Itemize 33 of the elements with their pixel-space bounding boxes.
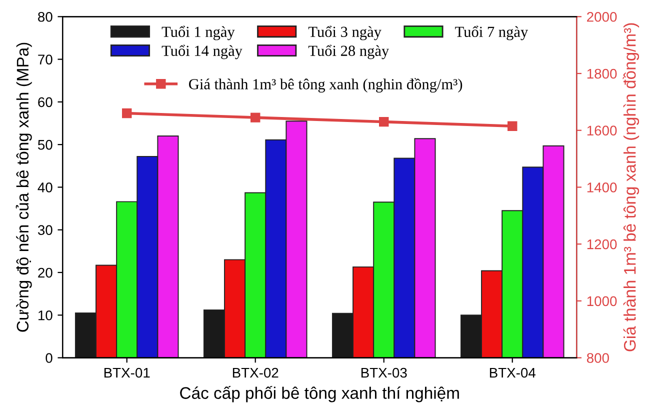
point: [508, 121, 518, 131]
y-tick-label: 80: [38, 12, 52, 22]
y2-tick-label: 1600: [587, 126, 617, 136]
y-tick-label: 20: [38, 268, 52, 278]
legend-label: Tuổi 7 ngày: [455, 26, 528, 40]
y2-tick-label: 800: [586, 353, 609, 363]
point: [122, 108, 132, 118]
legend-label: Tuổi 14 ngày: [162, 44, 242, 60]
legend-label: Giá thành 1m³ bê tông xanh (nghin đồng/m³): [189, 78, 462, 93]
y-tick-label: 10: [38, 310, 52, 320]
x-tick-label: BTX-03: [361, 368, 407, 378]
y2-tick-label: 1200: [587, 239, 617, 250]
y2-tick-label: 2000: [587, 12, 617, 22]
y2-tick-label: 1800: [587, 68, 617, 79]
x-tick-label: BTX-01: [104, 368, 150, 378]
x-tick-label: BTX-04: [490, 368, 536, 378]
y-tick-label: 50: [38, 140, 52, 150]
x-tick-label: BTX-02: [232, 368, 278, 378]
point: [250, 112, 260, 122]
legend-label: Tuổi 3 ngày: [308, 26, 382, 40]
legend-label: Tuổi 28 ngày: [308, 44, 390, 60]
y-tick-label: 70: [38, 54, 52, 64]
y2-axis-title: Giá thành 1m³ bê tông xanh (nghìn đồng/m³): [622, 23, 640, 352]
y2-tick-label: 1000: [587, 296, 617, 306]
y-axis-title: Cường độ nén của bê tông xanh (MPa): [16, 42, 32, 332]
y-tick-label: 0: [46, 353, 52, 363]
point: [379, 116, 389, 127]
y2-tick-label: 1400: [587, 182, 617, 192]
legend-label: Tuổi 1 ngày: [162, 26, 235, 40]
y-tick-label: 40: [38, 182, 52, 192]
x-axis-title: Các cấp phối bê tông xanh thí nghiệm: [180, 386, 459, 402]
y-tick-label: 60: [38, 97, 52, 108]
y-tick-label: 30: [38, 225, 52, 236]
